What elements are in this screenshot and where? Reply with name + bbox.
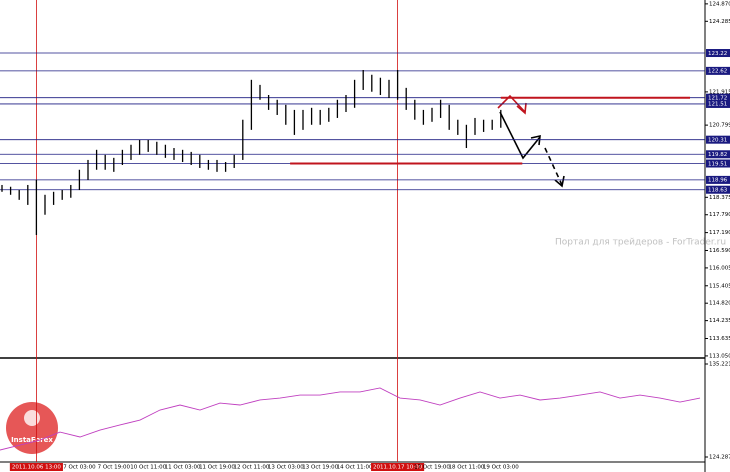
y-tick-label: 113.050	[709, 353, 730, 359]
y-tick-label: 124.285	[709, 19, 730, 25]
level-label: 118.96	[708, 178, 728, 184]
x-tick-label: 7 Oct 19:00	[98, 465, 131, 471]
logo-badge	[6, 402, 58, 454]
y-tick-label: 113.635	[709, 336, 730, 342]
indicator-line	[0, 387, 701, 451]
y-tick-label: 124.287	[709, 455, 730, 461]
y-tick-label: 116.005	[709, 265, 730, 271]
level-label-box	[706, 93, 730, 102]
y-tick-label: 135.221	[709, 361, 730, 367]
level-label-box	[706, 99, 730, 108]
x-tick-label: 17 Oct 19:00	[414, 465, 450, 471]
x-tick-label: 2011.10.17 10:00	[373, 465, 423, 471]
logo-icon	[24, 410, 40, 426]
level-label: 123.22	[708, 51, 727, 57]
x-tick-label: 14 Oct 11:00	[337, 465, 373, 471]
x-tick-label: 18 Oct 11:00	[448, 465, 484, 471]
level-label: 118.63	[708, 188, 728, 194]
level-label-box	[706, 185, 730, 194]
y-tick-label: 118.375	[709, 195, 730, 201]
watermark: Портал для трейдеров - ForTrader.ru	[555, 238, 726, 248]
level-label: 119.51	[708, 161, 727, 167]
y-tick-label: 120.799	[709, 123, 730, 129]
y-tick-label: 117.790	[709, 212, 730, 218]
x-tick-label: 13 Oct 03:00	[268, 465, 304, 471]
arrow-head	[554, 175, 565, 188]
x-label-box	[9, 463, 63, 471]
arrow	[499, 111, 541, 160]
x-tick-label: 11 Oct 19:00	[199, 465, 235, 471]
level-label-box	[706, 49, 730, 58]
arrow-head	[516, 102, 527, 115]
level-label-box	[706, 66, 730, 75]
y-tick-label: 117.190	[709, 230, 730, 236]
y-tick-label: 115.405	[709, 283, 730, 289]
level-label: 121.72	[708, 95, 727, 101]
level-label-box	[706, 159, 730, 168]
level-label-box	[706, 150, 730, 159]
level-label-box	[706, 135, 730, 144]
level-label: 121.51	[708, 102, 727, 108]
level-label: 119.82	[708, 152, 727, 158]
y-tick-label: 114.235	[709, 318, 730, 324]
level-label: 120.31	[708, 137, 727, 143]
x-tick-label: 11 Oct 03:00	[165, 465, 201, 471]
y-tick-label: 116.590	[709, 248, 730, 254]
x-tick-label: 10 Oct 11:00	[130, 465, 166, 471]
level-label-box	[706, 175, 730, 184]
x-tick-label: 19 Oct 03:00	[483, 465, 519, 471]
y-tick-label: 114.820	[709, 301, 730, 307]
x-label-box	[371, 463, 425, 471]
level-label: 122.62	[708, 69, 727, 75]
x-tick-label: 2011.10.06 13:00	[12, 465, 62, 471]
y-tick-label: 124.870	[709, 1, 730, 7]
x-tick-label: 7 Oct 03:00	[63, 465, 96, 471]
y-tick-label: 121.915	[709, 89, 730, 95]
arrow-head	[530, 134, 541, 146]
x-tick-label: 12 Oct 11:00	[233, 465, 269, 471]
logo-text: InstaForex	[11, 436, 53, 444]
x-tick-label: 13 Oct 19:00	[302, 465, 338, 471]
arrow	[544, 147, 563, 186]
